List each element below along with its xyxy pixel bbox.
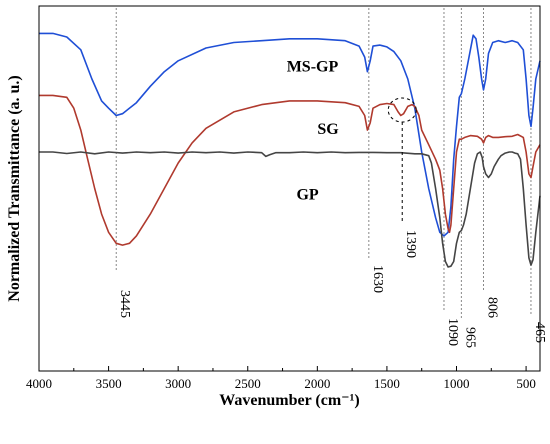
x-axis-ticks: 4000 3500 3000 2500 2000 1500 1000 500 xyxy=(26,366,536,391)
peak-label-1090: 1090 xyxy=(445,318,460,346)
y-axis-title: Normalized Transmittance (a. u.) xyxy=(6,75,23,301)
x-tick-label-3500: 3500 xyxy=(96,376,122,391)
series-gp-line xyxy=(39,151,541,268)
series-curves xyxy=(39,32,541,268)
peak-label-1390: 1390 xyxy=(403,230,418,258)
peak-labels: 3445 1630 1390 1090 965 806 465 xyxy=(117,230,547,348)
annotation-circle xyxy=(387,97,417,123)
series-sg-line xyxy=(39,94,541,246)
series-label-sg: SG xyxy=(317,121,339,138)
peak-label-3445: 3445 xyxy=(117,290,132,318)
series-label-ms-gp: MS-GP xyxy=(287,59,339,76)
x-tick-label-3000: 3000 xyxy=(165,376,191,391)
peak-reference-lines xyxy=(115,8,532,320)
peak-label-465: 465 xyxy=(532,322,547,343)
x-tick-label-2500: 2500 xyxy=(235,376,261,391)
x-tick-label-1500: 1500 xyxy=(374,376,400,391)
peak-label-1630: 1630 xyxy=(370,265,385,293)
x-axis-title: Wavenumber (cm⁻¹) xyxy=(219,392,359,409)
x-tick-label-2000: 2000 xyxy=(304,376,330,391)
plot-frame xyxy=(38,5,541,372)
series-labels: MS-GP SG GP xyxy=(287,59,340,204)
series-label-gp: GP xyxy=(296,186,318,203)
x-tick-label-500: 500 xyxy=(516,376,536,391)
series-ms-gp-line xyxy=(39,32,541,237)
x-tick-label-1000: 1000 xyxy=(444,376,470,391)
peak-label-965: 965 xyxy=(462,327,477,348)
x-tick-label-4000: 4000 xyxy=(26,376,52,391)
peak-label-806: 806 xyxy=(484,297,499,318)
annotation-1390 xyxy=(387,97,417,224)
